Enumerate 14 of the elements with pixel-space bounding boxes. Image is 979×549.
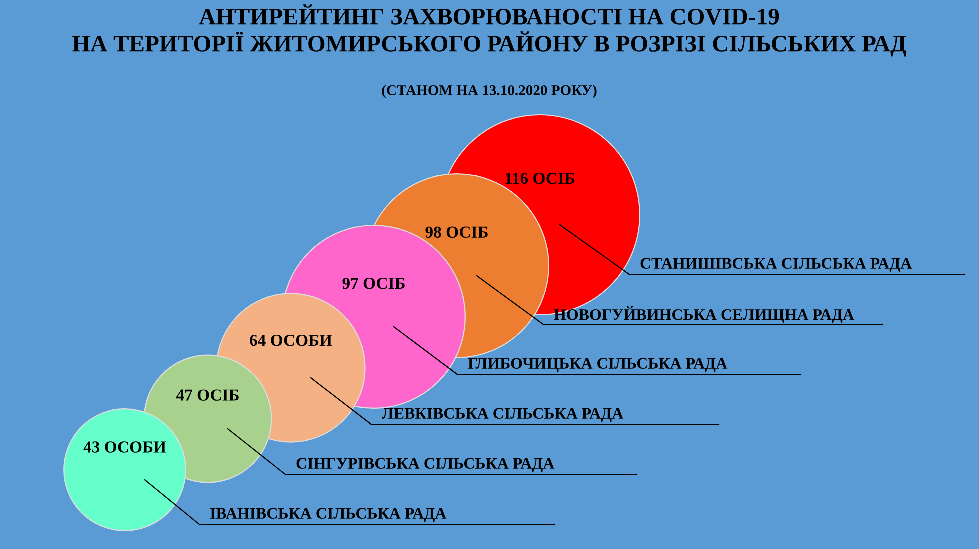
data-label: 64 ОСОБИ xyxy=(250,334,332,346)
text: АНТИРЕЙТИНГ ЗАХВОРЮВАНОСТІ НА COVID-19 НА ТЕРИТОРІЇ ЖИТОМИРСЬКОГО РАЙОНУ В РОЗРІЗІ СІЛЬСЬКИХ РАД xyxy=(72,4,906,57)
text: (СТАНОМ НА 13.10.2020 РОКУ) xyxy=(382,85,597,98)
data-label: 116 ОСІБ xyxy=(506,172,575,184)
category-label: СІНГУРІВСЬКА СІЛЬСЬКА РАДА xyxy=(296,458,555,472)
category-label: ГЛИБОЧИЦЬКА СІЛЬСЬКА РАДА xyxy=(468,358,728,372)
data-label: 47 ОСІБ xyxy=(176,390,239,401)
category-label: СТАНИШІВСЬКА СІЛЬСЬКА РАДА xyxy=(640,258,912,272)
data-label: 98 ОСІБ xyxy=(426,226,488,238)
category-label: ІВАНІВСЬКА СІЛЬСЬКА РАДА xyxy=(210,508,447,522)
data-label: 43 ОСОБИ xyxy=(84,442,166,453)
data-label: 97 ОСІБ xyxy=(342,278,405,290)
category-label: ЛЕВКІВСЬКА СІЛЬСЬКА РАДА xyxy=(382,408,624,422)
category-label: НОВОГУЙВИНСЬКА СЕЛИЩНА РАДА xyxy=(554,306,854,324)
